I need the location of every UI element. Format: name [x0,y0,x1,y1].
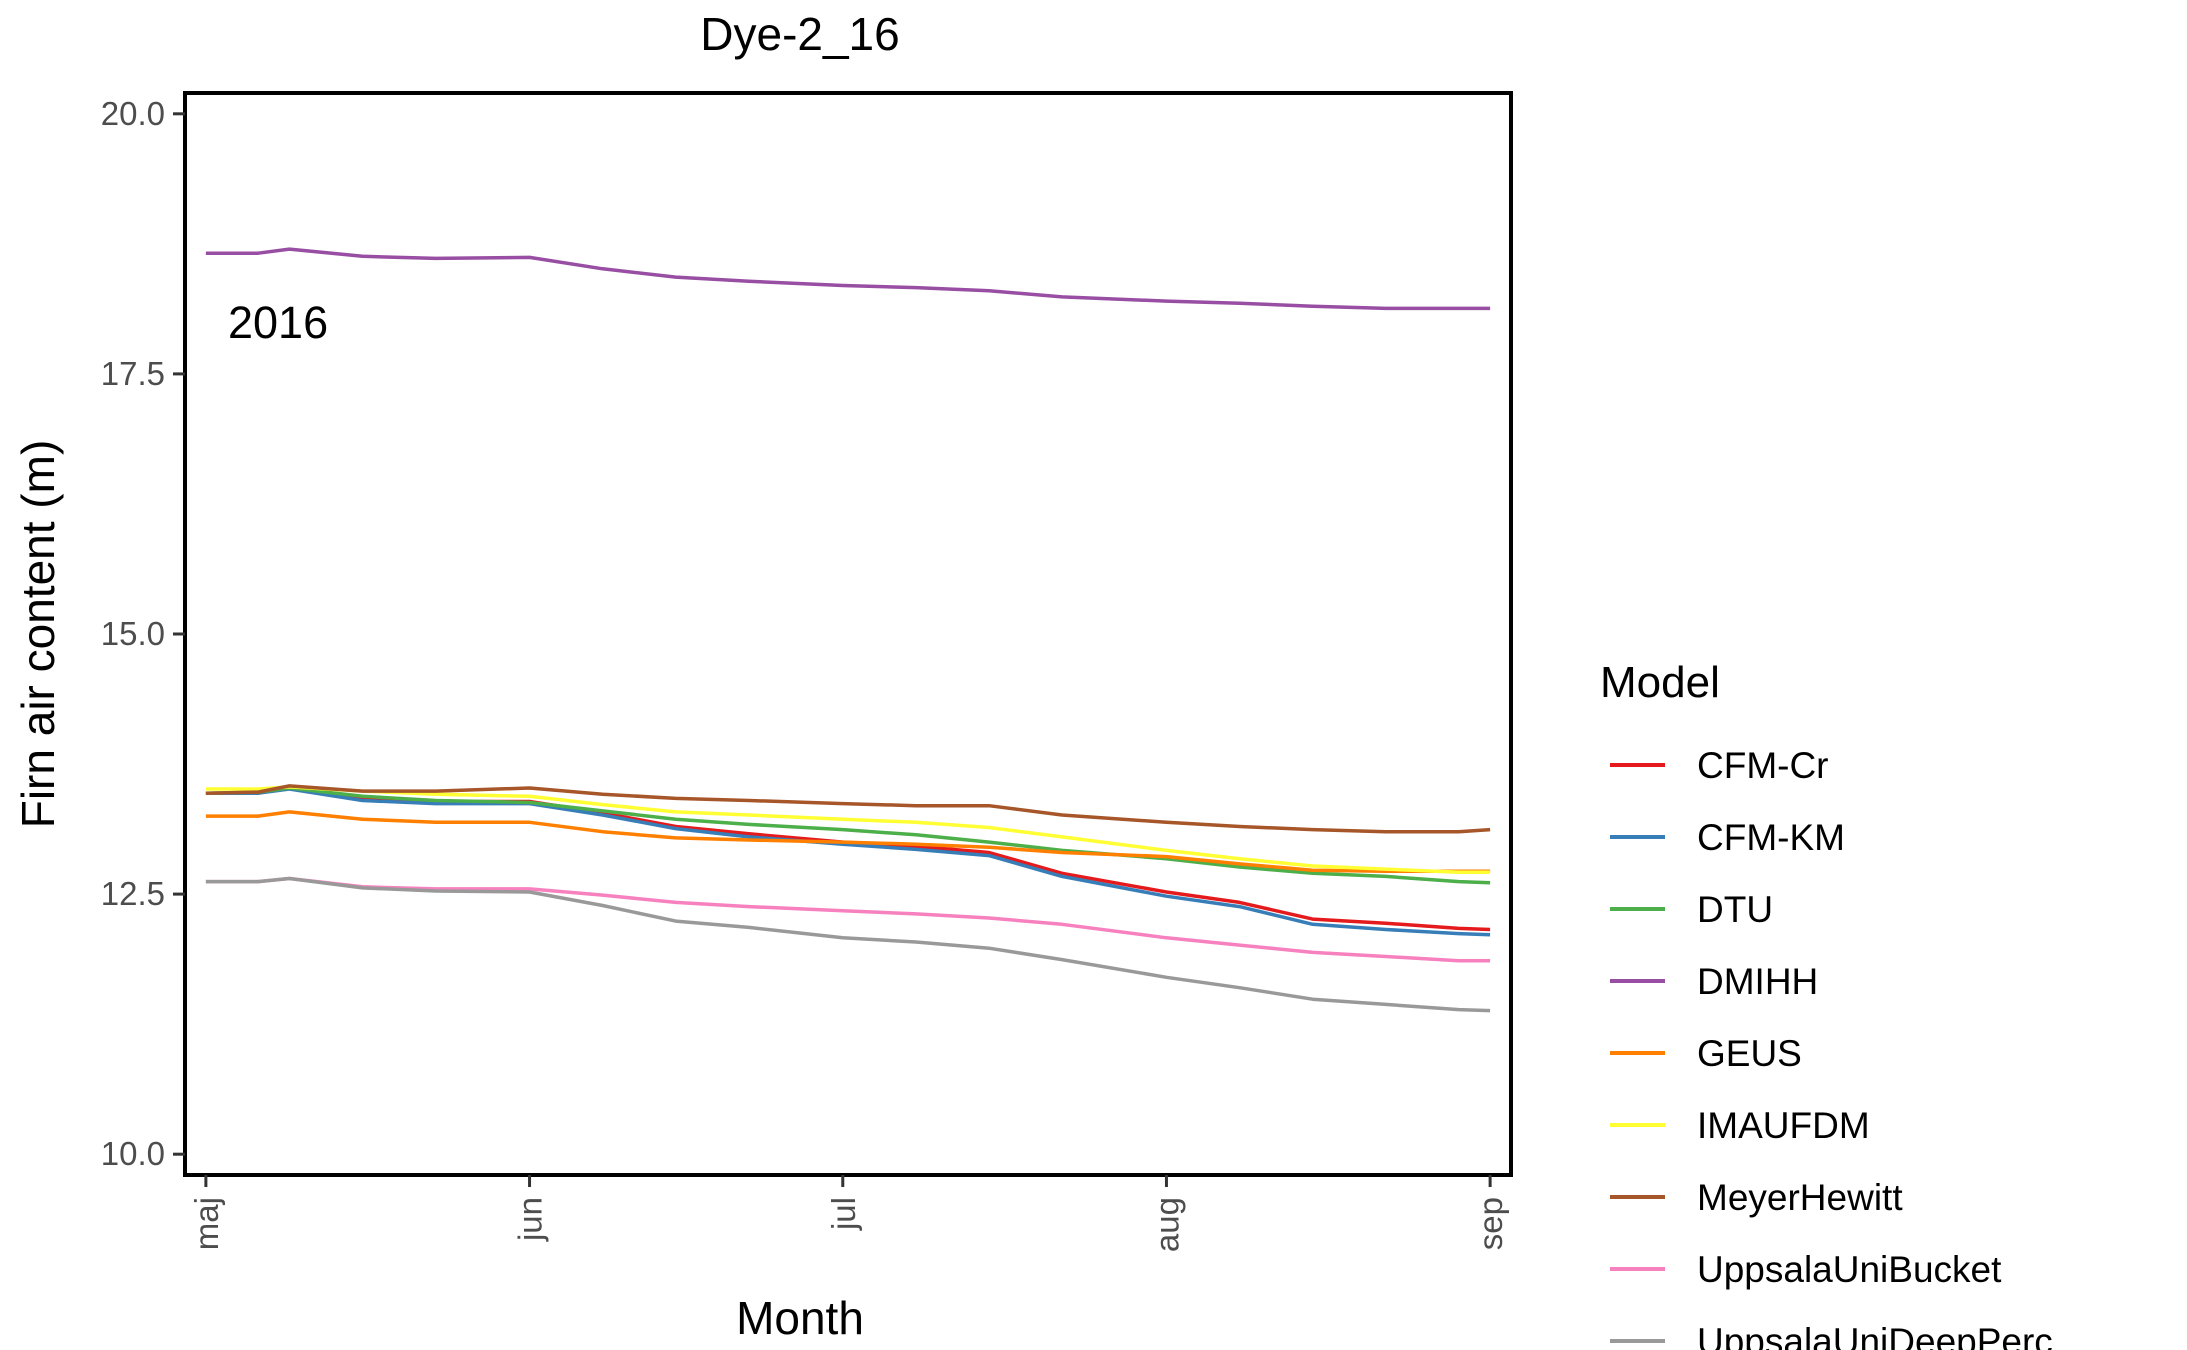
x-tick-label: sep [1472,1197,1509,1250]
x-tick-label: maj [188,1197,225,1250]
legend-label: MeyerHewitt [1697,1177,1903,1218]
legend-item: CFM-KM [1610,817,1845,858]
legend-item: MeyerHewitt [1610,1177,1903,1218]
legend-item: UppsalaUniDeepPerc [1610,1321,2053,1350]
legend-item: DTU [1610,889,1773,930]
legend-items: CFM-Cr CFM-KM DTU DMIHH GEUS IMAUFDM MeyerHewi… [1610,745,2053,1350]
series-line-geus [205,810,1491,873]
legend-label: UppsalaUniBucket [1697,1249,2002,1290]
legend-label: UppsalaUniDeepPerc [1697,1321,2053,1350]
y-axis-title: Firn air content (m) [12,440,64,829]
legend: Model CFM-Cr CFM-KM DTU DMIHH GEUS IMAUFDM Mey… [1600,658,2053,1350]
x-axis: maj jun jul aug sep [188,1175,1509,1252]
chart-title: Dye-2_16 [700,8,899,60]
legend-item: UppsalaUniBucket [1610,1249,2002,1290]
series-line-dmihh [205,247,1491,311]
y-tick-label: 10.0 [101,1135,165,1172]
y-tick-label: 20.0 [101,95,165,132]
series-line-dtu [205,786,1491,885]
series-line-meyerhewitt [205,784,1491,834]
y-tick-label: 15.0 [101,615,165,652]
x-tick-label: jun [512,1197,549,1242]
legend-label: CFM-KM [1697,817,1845,858]
year-annotation: 2016 [228,297,328,348]
y-tick-label: 12.5 [101,875,165,912]
legend-item: IMAUFDM [1610,1105,1870,1146]
x-tick-label: jul [825,1197,862,1231]
legend-item: CFM-Cr [1610,745,1829,786]
y-axis: 10.0 12.5 15.0 17.5 20.0 [101,95,185,1172]
legend-label: GEUS [1697,1033,1802,1074]
series-line-uppsalaunideepperc [205,876,1491,1013]
series-line-cfm-cr [205,786,1491,932]
legend-label: IMAUFDM [1697,1105,1870,1146]
y-tick-label: 17.5 [101,355,165,392]
legend-title: Model [1600,658,1720,707]
legend-label: DMIHH [1697,961,1818,1002]
legend-item: DMIHH [1610,961,1818,1002]
x-tick-label: aug [1148,1197,1185,1252]
legend-label: DTU [1697,889,1773,930]
x-axis-title: Month [736,1292,864,1344]
series-line-cfm-km [205,787,1491,937]
legend-label: CFM-Cr [1697,745,1829,786]
plot-lines [205,247,1491,1013]
legend-item: GEUS [1610,1033,1802,1074]
